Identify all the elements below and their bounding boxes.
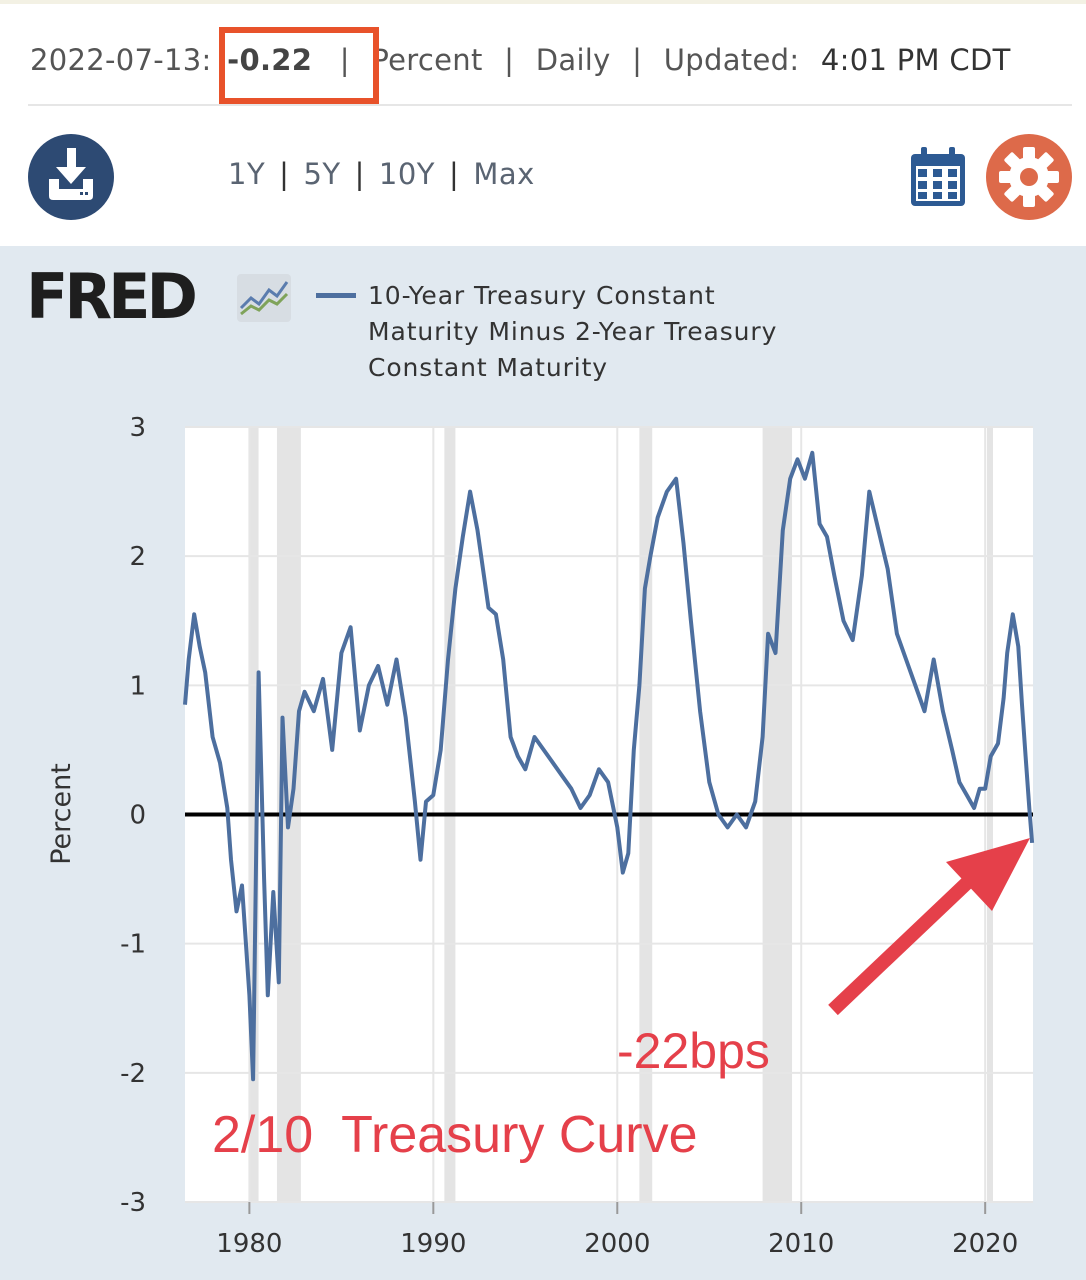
x-tick-label: 1990	[400, 1229, 466, 1259]
date-range-links: 1Y | 5Y | 10Y | Max	[228, 157, 535, 191]
observation-date: 2022-07-13	[30, 43, 202, 77]
y-tick-label: 0	[129, 801, 146, 831]
y-tick-label: -1	[120, 930, 146, 960]
value-highlight-box	[219, 27, 379, 104]
x-tick-label: 2010	[768, 1229, 834, 1259]
fred-logo-graph-icon	[237, 274, 291, 322]
top-strip	[0, 0, 1086, 4]
observation-value: -0.22	[227, 43, 313, 77]
legend-swatch	[316, 293, 356, 298]
y-tick-label: -2	[120, 1059, 146, 1089]
legend-label: 10-Year Treasury Constant Maturity Minus…	[368, 281, 778, 382]
range-1y-link[interactable]: 1Y	[228, 157, 266, 191]
curve-annotation: 2/10 Treasury Curve	[212, 1106, 698, 1164]
download-button[interactable]	[28, 134, 114, 220]
annotation-arrow-head	[946, 838, 1030, 911]
bps-annotation: -22bps	[617, 1023, 770, 1079]
download-icon	[49, 148, 93, 200]
header-divider	[28, 104, 1072, 106]
y-axis-label: Percent	[46, 763, 77, 865]
updated-time: 4:01 PM CDT	[820, 43, 1011, 77]
range-10y-link[interactable]: 10Y	[378, 157, 436, 191]
gear-icon	[999, 147, 1059, 207]
fred-logo-text: FRED	[26, 260, 198, 333]
settings-button[interactable]	[986, 134, 1072, 220]
y-tick-label: 1	[129, 671, 146, 701]
units-label: Percent	[371, 43, 483, 77]
series-line	[183, 450, 1035, 1082]
annotation-arrow-shaft	[828, 874, 975, 1016]
calendar-icon[interactable]	[908, 146, 968, 208]
y-tick-label: -3	[120, 1188, 146, 1218]
x-tick-label: 2000	[584, 1229, 650, 1259]
y-tick-label: 3	[129, 413, 146, 443]
frequency-label: Daily	[535, 43, 611, 77]
updated-label: Updated:	[663, 43, 800, 77]
x-tick-label: 2020	[952, 1229, 1018, 1259]
range-max-link[interactable]: Max	[473, 157, 535, 191]
x-tick-label: 1980	[216, 1229, 282, 1259]
series-info-line: 2022-07-13: -0.22 | Percent | Daily | Up…	[30, 43, 1011, 77]
range-5y-link[interactable]: 5Y	[303, 157, 341, 191]
y-tick-label: 2	[129, 542, 146, 572]
